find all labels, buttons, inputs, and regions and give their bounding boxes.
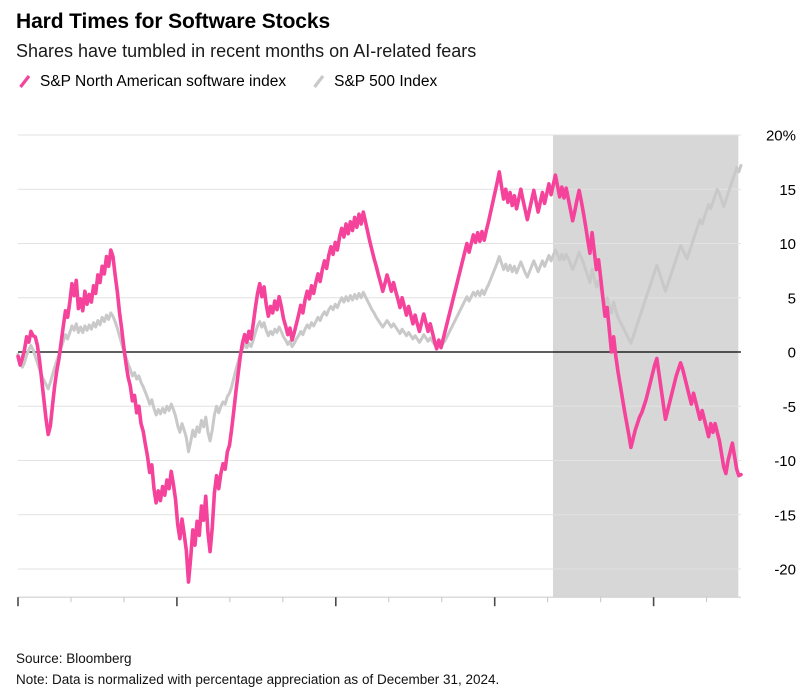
- legend-label-sp500: S&P 500 Index: [334, 73, 438, 90]
- y-axis-tick-label: -10: [774, 453, 796, 470]
- y-axis-tick-label: 20%: [766, 128, 796, 145]
- y-axis-tick-label: 0: [788, 345, 796, 362]
- series-line-software-index: [16, 170, 743, 584]
- y-axis-tick-label: 10: [779, 236, 796, 253]
- chart-legend: S&P North American software index S&P 50…: [16, 73, 785, 90]
- slash-marker-icon: [18, 74, 32, 89]
- y-axis-tick-label: 15: [779, 182, 796, 199]
- legend-item-sp500: S&P 500 Index: [312, 73, 437, 90]
- y-axis-tick-label: -15: [774, 507, 796, 524]
- page-title: Hard Times for Software Stocks: [16, 10, 331, 33]
- source-line: Source: Bloomberg: [16, 651, 132, 666]
- series-line-sp500: [16, 163, 743, 454]
- note-line: Note: Data is normalized with percentage…: [16, 672, 500, 687]
- chart-header: Hard Times for Software Stocks Shares ha…: [0, 0, 801, 90]
- slash-marker-icon: [312, 74, 326, 89]
- chart-footnotes: Source: Bloomberg Note: Data is normaliz…: [16, 648, 786, 690]
- chart-area: 20%151050-5-10-15-20JanAprJulOctJan20252…: [0, 110, 801, 610]
- y-axis-tick-label: -5: [783, 399, 796, 416]
- legend-item-software-index: S&P North American software index: [18, 73, 286, 90]
- line-chart: 20%151050-5-10-15-20JanAprJulOctJan20252…: [16, 128, 796, 607]
- y-axis-tick-label: 5: [788, 290, 796, 307]
- legend-label-software-index: S&P North American software index: [40, 73, 287, 90]
- y-axis-tick-label: -20: [774, 562, 796, 579]
- page-subtitle: Shares have tumbled in recent months on …: [16, 41, 477, 61]
